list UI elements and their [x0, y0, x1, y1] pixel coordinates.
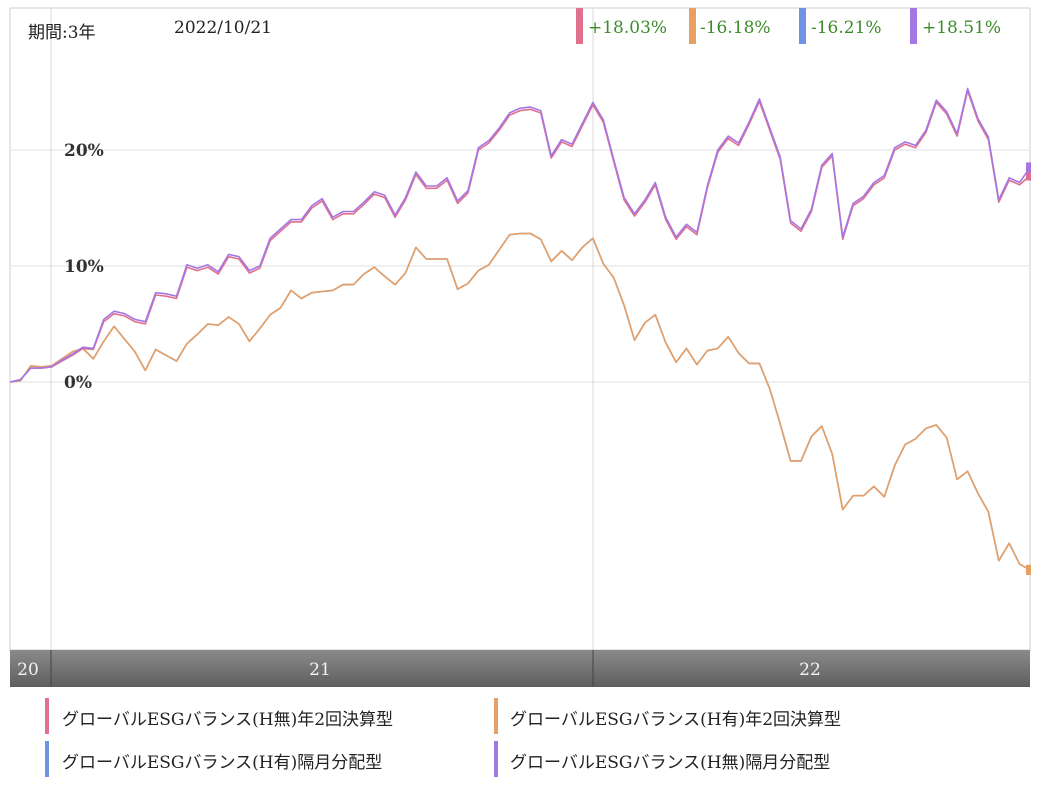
- x-tick-label: 20: [17, 660, 39, 680]
- legend-label-1: グローバルESGバランス(H無)年2回決算型: [62, 710, 394, 730]
- plot-frame: [9, 7, 1031, 651]
- return-swatch-2: [689, 8, 696, 44]
- legend-label-3: グローバルESGバランス(H有)隔月分配型: [62, 753, 383, 773]
- return-value-3: -16.21%: [811, 18, 882, 38]
- period-label: 期間:3年: [28, 23, 96, 43]
- legend-swatch-2: [494, 698, 498, 734]
- legend-swatch-1: [45, 698, 49, 734]
- series-end-marker-1: [1026, 170, 1031, 181]
- return-value-4: +18.51%: [922, 18, 1002, 38]
- series-end-marker-2: [1026, 564, 1031, 575]
- x-axis-bar: 20 21 22: [10, 650, 1030, 687]
- return-value-2: -16.18%: [700, 18, 771, 38]
- legend-label-2: グローバルESGバランス(H有)年2回決算型: [510, 710, 842, 730]
- y-tick-label: 10%: [64, 257, 104, 277]
- series-lines: [9, 87, 1031, 575]
- return-swatch-1: [576, 8, 583, 44]
- y-tick-label: 0%: [64, 373, 92, 393]
- x-tick-label: 22: [799, 660, 821, 680]
- legend-swatch-3: [45, 741, 49, 777]
- x-tick-label: 21: [309, 660, 331, 680]
- y-tick-label: 20%: [64, 141, 104, 161]
- legend-label-4: グローバルESGバランス(H無)隔月分配型: [510, 753, 831, 773]
- y-tick-labels: 20% 10% 0%: [64, 141, 104, 393]
- series-line-2: [9, 232, 1031, 571]
- series-line-3: [9, 232, 1031, 571]
- date-label: 2022/10/21: [174, 18, 272, 38]
- return-swatch-4: [910, 8, 917, 44]
- x-axis-band: [10, 650, 1030, 687]
- legend-swatch-4: [494, 741, 498, 777]
- series-line-1: [9, 90, 1031, 383]
- series-end-marker-4: [1026, 162, 1031, 173]
- series-line-4: [9, 87, 1031, 383]
- return-swatch-3: [799, 8, 806, 44]
- return-value-1: +18.03%: [588, 18, 668, 38]
